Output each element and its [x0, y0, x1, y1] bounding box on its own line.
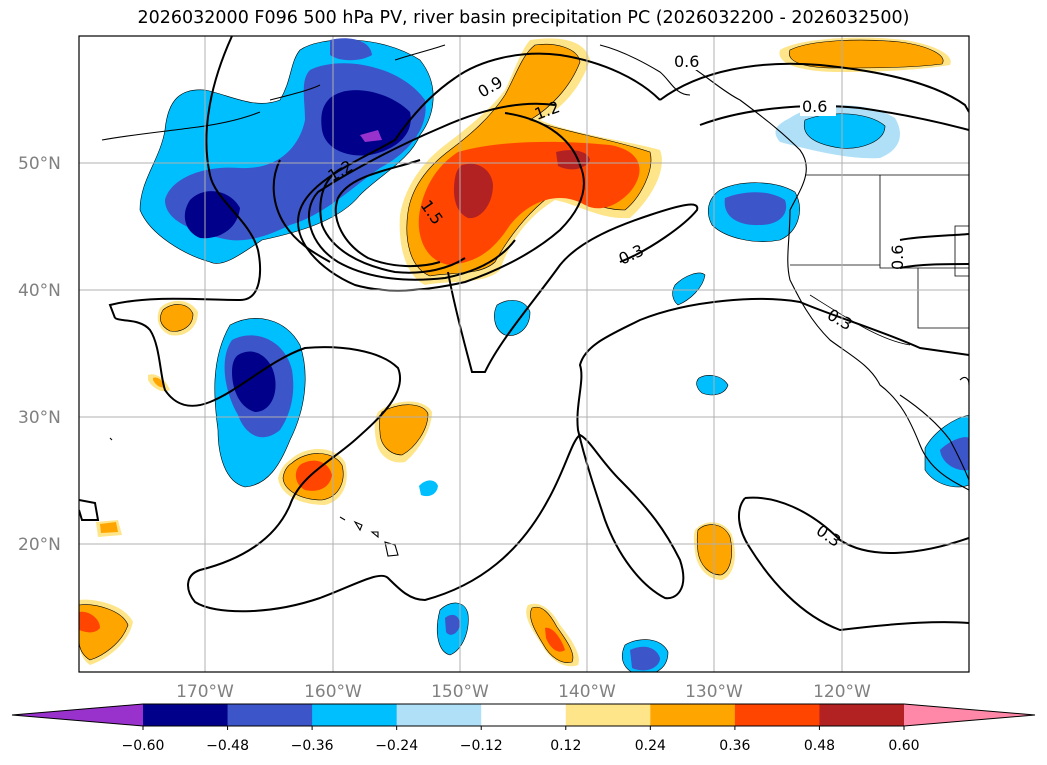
contour-label: 0.6 [802, 97, 827, 116]
colorbar-tick-label: −0.60 [122, 738, 165, 754]
colorbar-tick-label: −0.12 [460, 738, 503, 754]
colorbar-tick-label: −0.48 [206, 738, 249, 754]
colorbar: −0.60 −0.48 −0.36 −0.24 −0.12 0.12 0.24 0.36 0.4… [11, 703, 1036, 754]
gridlines [79, 36, 969, 672]
lon-label: 170°W [176, 682, 234, 702]
lat-label: 40°N [18, 281, 61, 301]
positive-anomaly-fill [79, 37, 951, 667]
contour-label: 0.6 [888, 245, 907, 270]
colorbar-segment [565, 704, 651, 726]
contour-label: 0.6 [674, 52, 699, 71]
colorbar-segment [650, 704, 736, 726]
lon-label: 130°W [685, 682, 743, 702]
colorbar-tick-label: 0.24 [635, 738, 666, 754]
colorbar-tick-label: 0.48 [804, 738, 835, 754]
map-title: 2026032000 F096 500 hPa PV, river basin … [137, 8, 910, 28]
lat-label: 20°N [18, 535, 61, 555]
lon-label: 160°W [304, 682, 362, 702]
colorbar-segment [819, 704, 905, 726]
lat-label: 30°N [18, 408, 61, 428]
colorbar-segment [227, 704, 313, 726]
borders [790, 174, 969, 346]
colorbar-tick-label: 0.60 [888, 738, 919, 754]
colorbar-segment [734, 704, 820, 726]
colorbar-extend-left [12, 704, 143, 726]
lon-label: 150°W [431, 682, 489, 702]
colorbar-tick-label: 0.12 [550, 738, 581, 754]
colorbar-tick-label: 0.36 [719, 738, 750, 754]
lon-label: 120°W [813, 682, 871, 702]
lon-label: 140°W [558, 682, 616, 702]
map-frame [78, 35, 970, 673]
lat-label: 50°N [18, 154, 61, 174]
colorbar-tick-label: −0.24 [375, 738, 418, 754]
colorbar-segment [143, 704, 229, 726]
colorbar-segment [312, 704, 398, 726]
colorbar-segment [481, 704, 567, 726]
latitude-labels: 50°N 40°N 30°N 20°N [18, 154, 61, 555]
negative-anomaly-fill [139, 38, 969, 672]
map-area: 0.6 0.6 0.9 1.2 1.2 1.5 0.3 0.6 0.3 0.3 [79, 36, 969, 672]
colorbar-segment [396, 704, 482, 726]
colorbar-extend-right [904, 704, 1035, 726]
colorbar-tick-label: −0.36 [291, 738, 334, 754]
longitude-labels: 170°W 160°W 150°W 140°W 130°W 120°W [176, 682, 871, 702]
